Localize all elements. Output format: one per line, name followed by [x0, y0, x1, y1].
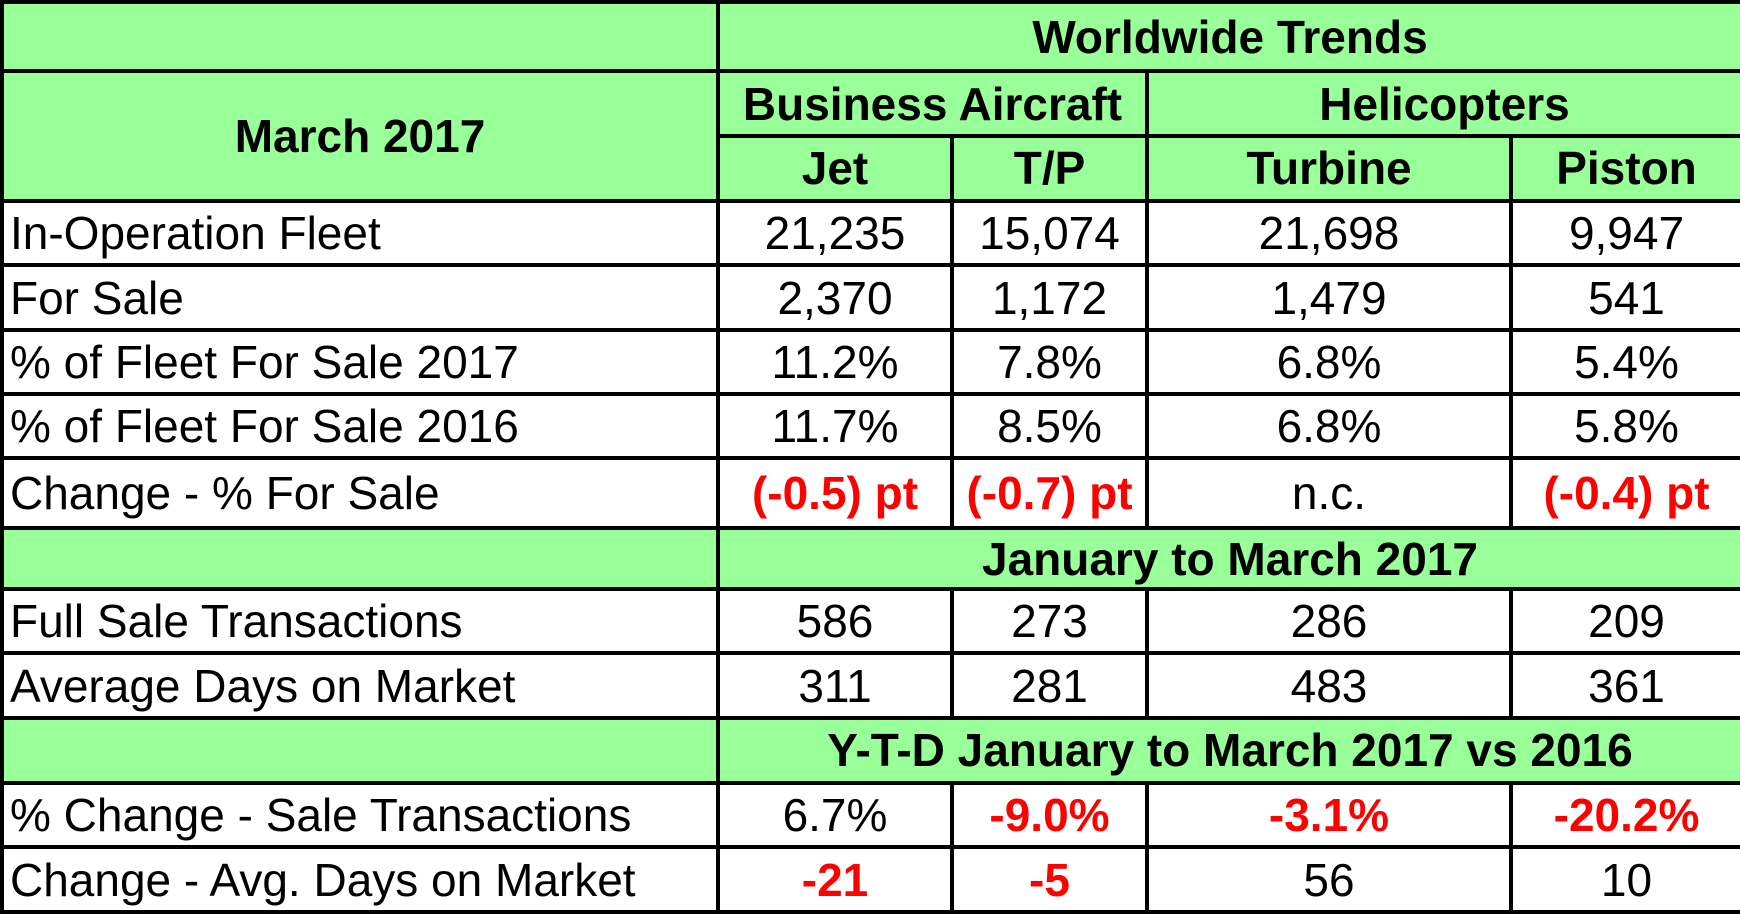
cell-tp: (-0.7) pt	[950, 456, 1149, 530]
cell-piston: 5.8%	[1509, 392, 1740, 461]
cell-piston: 209	[1509, 587, 1740, 656]
cell-jet: 11.2%	[716, 327, 954, 397]
table-row: In-Operation Fleet 21,235 15,074 21,698 …	[0, 199, 1740, 268]
cell-turbine: 286	[1145, 587, 1513, 656]
cell-turbine: -3.1%	[1145, 781, 1513, 850]
cell-tp: 1,172	[950, 263, 1149, 332]
section-blank-cell	[0, 715, 720, 786]
table-row: Full Sale Transactions 586 273 286 209	[0, 587, 1740, 656]
section-title: Y-T-D January to March 2017 vs 2016	[716, 715, 1740, 786]
cell-piston: 10	[1509, 845, 1740, 914]
cell-tp: 273	[950, 587, 1149, 656]
cell-jet: -21	[716, 845, 954, 914]
row-label: Full Sale Transactions	[0, 587, 720, 656]
cell-jet: 11.7%	[716, 392, 954, 461]
section-blank-cell	[0, 525, 720, 592]
table-row: Average Days on Market 311 281 483 361	[0, 651, 1740, 720]
cell-turbine: 56	[1145, 845, 1513, 914]
helicopters-header: Helicopters	[1145, 69, 1740, 138]
col-header-jet: Jet	[716, 133, 954, 204]
cell-tp: 281	[950, 651, 1149, 720]
cell-piston: 9,947	[1509, 199, 1740, 268]
cell-tp: -9.0%	[950, 781, 1149, 850]
cell-piston: -20.2%	[1509, 781, 1740, 850]
period-title: March 2017	[0, 69, 720, 204]
row-label: Change - % For Sale	[0, 456, 720, 530]
table-row: Change - % For Sale (-0.5) pt (-0.7) pt …	[0, 456, 1740, 530]
cell-tp: 7.8%	[950, 327, 1149, 397]
cell-turbine: n.c.	[1145, 456, 1513, 530]
table-row: % of Fleet For Sale 2017 11.2% 7.8% 6.8%…	[0, 327, 1740, 397]
table-row: Change - Avg. Days on Market -21 -5 56 1…	[0, 845, 1740, 914]
table-row: For Sale 2,370 1,172 1,479 541	[0, 263, 1740, 332]
cell-turbine: 6.8%	[1145, 327, 1513, 397]
cell-tp: 8.5%	[950, 392, 1149, 461]
cell-turbine: 6.8%	[1145, 392, 1513, 461]
header-blank-cell	[0, 0, 720, 74]
cell-turbine: 1,479	[1145, 263, 1513, 332]
cell-piston: 5.4%	[1509, 327, 1740, 397]
table-row: % Change - Sale Transactions 6.7% -9.0% …	[0, 781, 1740, 850]
cell-jet: 6.7%	[716, 781, 954, 850]
row-label: Average Days on Market	[0, 651, 720, 720]
business-aircraft-header: Business Aircraft	[716, 69, 1149, 138]
cell-turbine: 483	[1145, 651, 1513, 720]
cell-jet: (-0.5) pt	[716, 456, 954, 530]
worldwide-trends-title: Worldwide Trends	[716, 0, 1740, 74]
cell-jet: 21,235	[716, 199, 954, 268]
cell-tp: 15,074	[950, 199, 1149, 268]
cell-piston: 541	[1509, 263, 1740, 332]
cell-jet: 586	[716, 587, 954, 656]
cell-jet: 2,370	[716, 263, 954, 332]
row-label: In-Operation Fleet	[0, 199, 720, 268]
table-row: % of Fleet For Sale 2016 11.7% 8.5% 6.8%…	[0, 392, 1740, 461]
section-title: January to March 2017	[716, 525, 1740, 592]
cell-turbine: 21,698	[1145, 199, 1513, 268]
cell-jet: 311	[716, 651, 954, 720]
row-label: % Change - Sale Transactions	[0, 781, 720, 850]
row-label: % of Fleet For Sale 2016	[0, 392, 720, 461]
col-header-piston: Piston	[1509, 133, 1740, 204]
col-header-tp: T/P	[950, 133, 1149, 204]
row-label: % of Fleet For Sale 2017	[0, 327, 720, 397]
cell-piston: 361	[1509, 651, 1740, 720]
row-label: Change - Avg. Days on Market	[0, 845, 720, 914]
cell-tp: -5	[950, 845, 1149, 914]
cell-piston: (-0.4) pt	[1509, 456, 1740, 530]
row-label: For Sale	[0, 263, 720, 332]
col-header-turbine: Turbine	[1145, 133, 1513, 204]
